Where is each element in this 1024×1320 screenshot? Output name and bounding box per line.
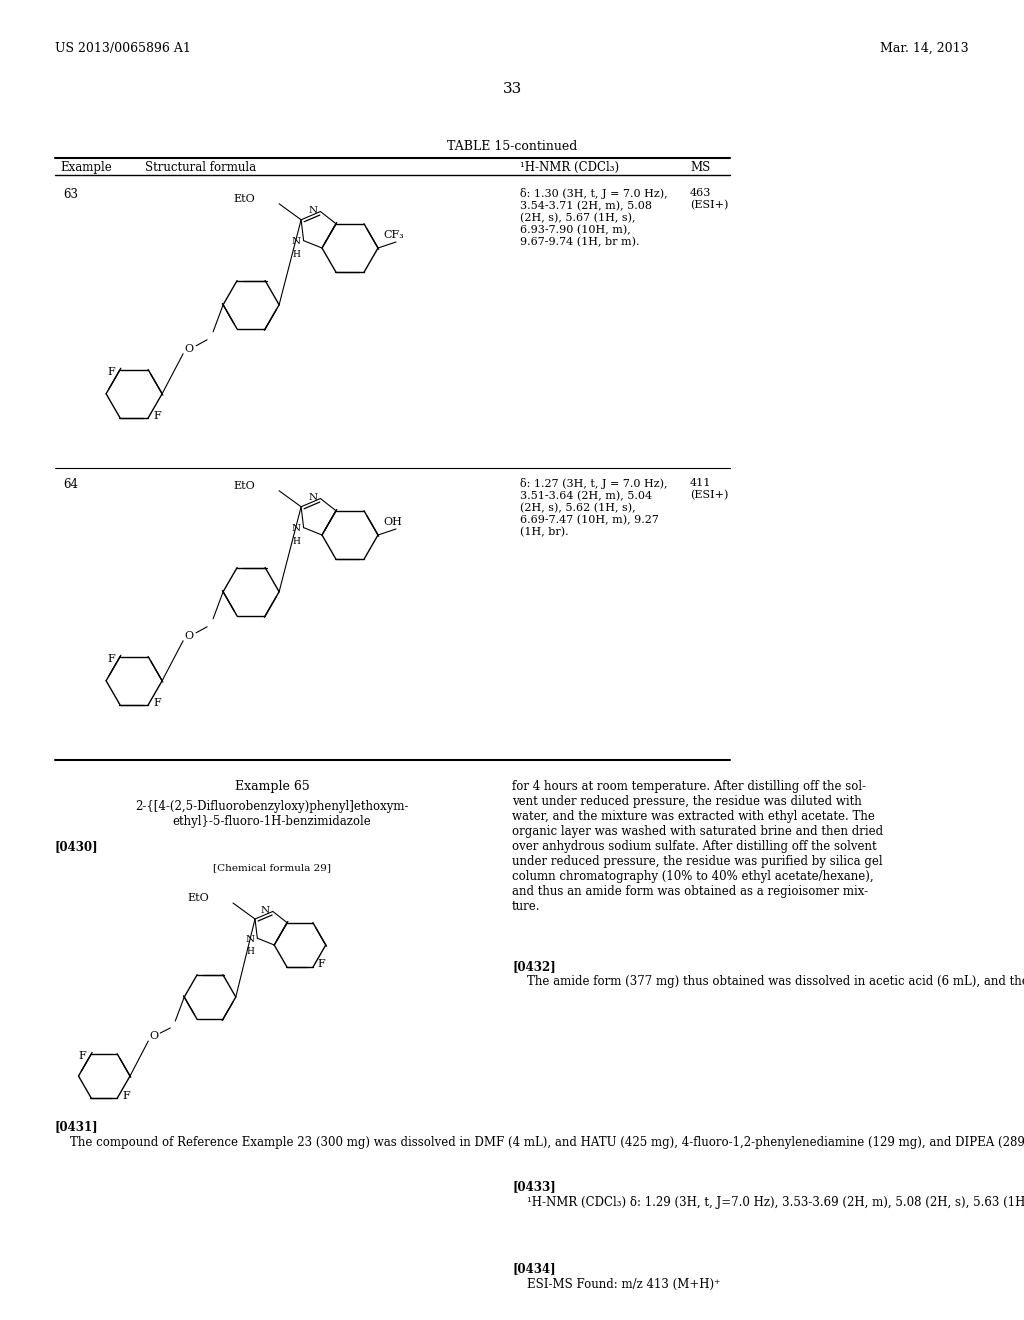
Text: O: O: [184, 343, 194, 354]
Text: N: N: [308, 206, 317, 215]
Text: Mar. 14, 2013: Mar. 14, 2013: [881, 42, 969, 55]
Text: 463
(ESI+): 463 (ESI+): [690, 187, 728, 210]
Text: F: F: [108, 367, 115, 376]
Text: δ: 1.30 (3H, t, J = 7.0 Hz),
3.54-3.71 (2H, m), 5.08
(2H, s), 5.67 (1H, s),
6.93: δ: 1.30 (3H, t, J = 7.0 Hz), 3.54-3.71 (…: [520, 187, 668, 247]
Text: TABLE 15-continued: TABLE 15-continued: [446, 140, 578, 153]
Text: [0432]: [0432]: [512, 960, 556, 973]
Text: [0430]: [0430]: [55, 840, 98, 853]
Text: Example: Example: [60, 161, 112, 174]
Text: Structural formula: Structural formula: [145, 161, 256, 174]
Text: US 2013/0065896 A1: US 2013/0065896 A1: [55, 42, 190, 55]
Text: 411
(ESI+): 411 (ESI+): [690, 478, 728, 500]
Text: The amide form (377 mg) thus obtained was dissolved in acetic acid (6 mL), and t: The amide form (377 mg) thus obtained wa…: [512, 975, 1024, 987]
Text: H: H: [247, 948, 254, 956]
Text: 2-{[4-(2,5-Difluorobenzyloxy)phenyl]ethoxym-: 2-{[4-(2,5-Difluorobenzyloxy)phenyl]etho…: [135, 800, 409, 813]
Text: F: F: [154, 698, 161, 708]
Text: δ: 1.27 (3H, t, J = 7.0 Hz),
3.51-3.64 (2H, m), 5.04
(2H, s), 5.62 (1H, s),
6.69: δ: 1.27 (3H, t, J = 7.0 Hz), 3.51-3.64 (…: [520, 478, 668, 537]
Text: [0434]: [0434]: [512, 1262, 556, 1275]
Text: OH: OH: [383, 517, 401, 527]
Text: [0433]: [0433]: [512, 1180, 556, 1193]
Text: N: N: [261, 906, 269, 915]
Text: The compound of Reference Example 23 (300 mg) was dissolved in DMF (4 mL), and H: The compound of Reference Example 23 (30…: [55, 1137, 1024, 1148]
Text: N: N: [245, 935, 254, 944]
Text: F: F: [79, 1051, 86, 1061]
Text: N: N: [308, 494, 317, 502]
Text: F: F: [154, 411, 161, 421]
Text: EtO: EtO: [233, 194, 255, 203]
Text: O: O: [150, 1031, 159, 1041]
Text: N: N: [292, 524, 301, 533]
Text: MS: MS: [690, 161, 711, 174]
Text: [0431]: [0431]: [55, 1119, 98, 1133]
Text: H: H: [293, 249, 301, 259]
Text: F: F: [122, 1092, 130, 1101]
Text: for 4 hours at room temperature. After distilling off the sol-
vent under reduce: for 4 hours at room temperature. After d…: [512, 780, 883, 913]
Text: 63: 63: [63, 187, 78, 201]
Text: EtO: EtO: [233, 480, 255, 491]
Text: O: O: [184, 631, 194, 640]
Text: F: F: [108, 653, 115, 664]
Text: 64: 64: [63, 478, 78, 491]
Text: ethyl}-5-fluoro-1H-benzimidazole: ethyl}-5-fluoro-1H-benzimidazole: [173, 814, 372, 828]
Text: F: F: [317, 960, 326, 969]
Text: [Chemical formula 29]: [Chemical formula 29]: [213, 863, 331, 873]
Text: ESI-MS Found: m/z 413 (M+H)⁺: ESI-MS Found: m/z 413 (M+H)⁺: [512, 1278, 720, 1291]
Text: EtO: EtO: [187, 894, 209, 903]
Text: N: N: [292, 238, 301, 246]
Text: Example 65: Example 65: [234, 780, 309, 793]
Text: 33: 33: [503, 82, 521, 96]
Text: ¹H-NMR (CDCl₃): ¹H-NMR (CDCl₃): [520, 161, 620, 174]
Text: CF₃: CF₃: [383, 230, 403, 240]
Text: H: H: [293, 537, 301, 545]
Text: ¹H-NMR (CDCl₃) δ: 1.29 (3H, t, J=7.0 Hz), 3.53-3.69 (2H, m), 5.08 (2H, s), 5.63 : ¹H-NMR (CDCl₃) δ: 1.29 (3H, t, J=7.0 Hz)…: [512, 1196, 1024, 1209]
